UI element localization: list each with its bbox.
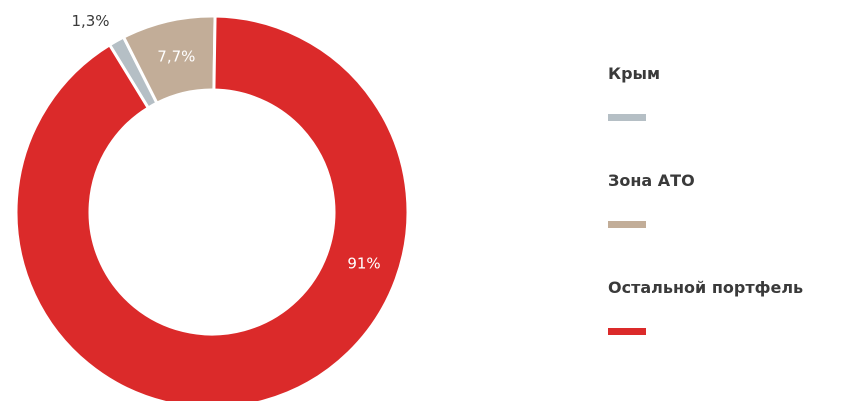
legend-item-rest-portfolio: Остальной портфель xyxy=(608,276,848,383)
legend-label: Остальной портфель xyxy=(608,278,804,297)
label-crimea: 1,3% xyxy=(71,12,109,30)
legend-swatch xyxy=(608,328,646,335)
slice-rest-portfolio xyxy=(14,14,410,401)
legend-swatch xyxy=(608,114,646,121)
legend-item-crimea: Крым xyxy=(608,62,848,169)
slice-labels: 1,3% 7,7% 91% xyxy=(71,12,380,272)
legend-item-ato-zone: Зона АТО xyxy=(608,169,848,276)
legend-label: Зона АТО xyxy=(608,171,695,190)
label-rest-portfolio: 91% xyxy=(347,255,380,273)
legend-label: Крым xyxy=(608,64,661,83)
legend-swatch xyxy=(608,221,646,228)
donut-slices xyxy=(14,14,410,401)
chart-legend: Крым Зона АТО Остальной портфель xyxy=(608,62,848,383)
label-ato-zone: 7,7% xyxy=(157,48,195,66)
